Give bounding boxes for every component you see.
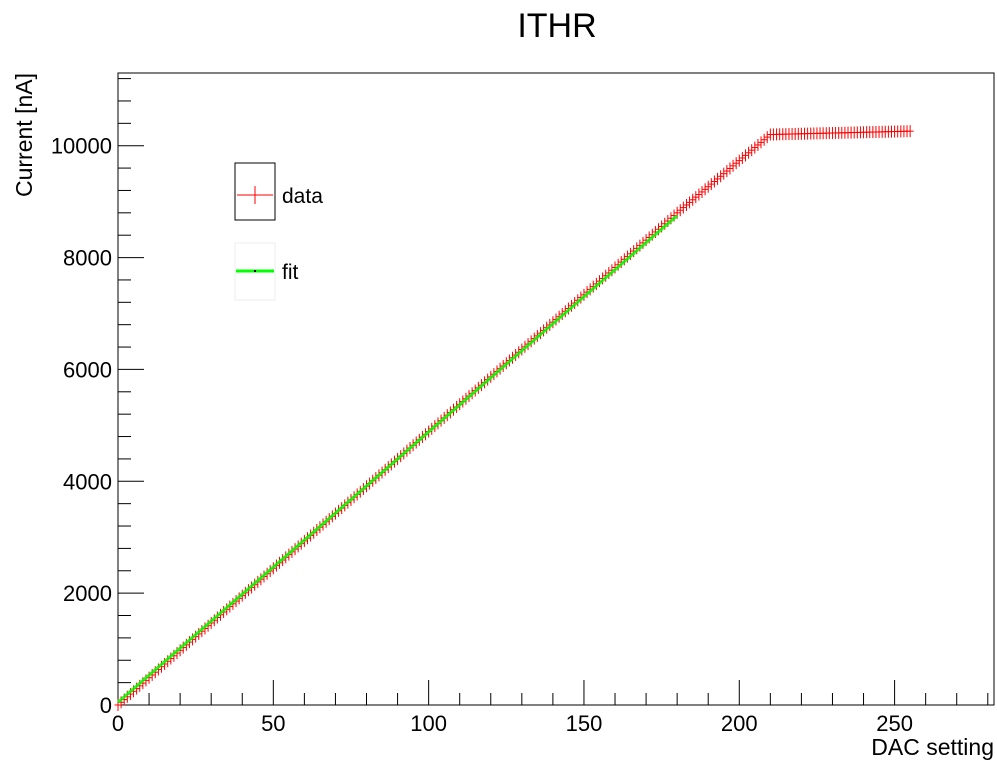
legend-label-data: data [282,185,323,208]
data-point [754,138,762,151]
fit-line [117,214,679,704]
data-point [729,159,737,172]
plot-frame [117,72,995,706]
x-axis-label: DAC setting [871,734,994,760]
legend-label-fit: fit [282,261,299,284]
red-cross-marker-icon [237,186,273,204]
y-tick-label: 6000 [63,357,112,382]
series-data [114,125,914,711]
y-tick-label: 2000 [63,581,112,606]
data-point [723,165,731,178]
data-point [748,144,756,157]
data-point [741,149,749,162]
green-line-icon [236,269,274,273]
data-point [726,162,734,175]
x-tick-label: 100 [410,711,447,736]
data-point [760,133,768,146]
data-point [757,136,765,149]
x-tick-label: 50 [261,711,285,736]
data-point [745,146,753,159]
data-point [695,188,703,201]
data-point [714,172,722,185]
data-point [682,198,690,211]
x-axis: 0 50 100 150 200 250 [112,680,989,736]
x-tick-label: 200 [721,711,758,736]
y-axis: 0 2000 4000 6000 8000 10000 [51,78,144,718]
data-point [698,185,706,198]
y-tick-label: 10000 [51,134,112,159]
data-point [735,154,743,167]
data-point [707,178,715,191]
data-point [704,180,712,193]
data-point [686,196,694,209]
data-point [906,125,914,138]
x-tick-label: 250 [876,711,913,736]
x-tick-label: 150 [566,711,603,736]
data-point [689,193,697,206]
data-point [732,157,740,170]
data-point [701,183,709,196]
y-axis-label: Current [nA] [11,73,37,197]
series-fit [117,214,679,704]
data-point [710,175,718,188]
y-tick-label: 8000 [63,246,112,271]
data-point [751,141,759,154]
data-point [720,167,728,180]
data-point [763,131,771,144]
x-tick-label: 0 [112,711,124,736]
y-tick-label: 0 [100,693,112,718]
data-point [717,170,725,183]
data-point [692,191,700,204]
y-tick-label: 4000 [63,469,112,494]
chart-title: ITHR [517,7,596,45]
data-point [738,152,746,165]
data-point [679,201,687,214]
data-point [676,204,684,217]
legend: data fit [234,162,323,301]
